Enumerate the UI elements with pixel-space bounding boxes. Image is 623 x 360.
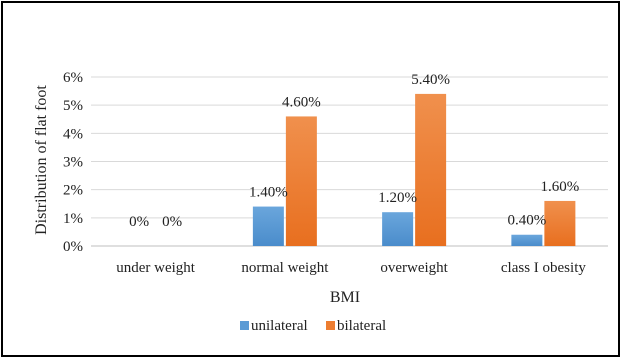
bar-bilateral-2 (415, 93, 447, 247)
x-category-label: normal weight (241, 260, 329, 276)
bar-unilateral-2 (382, 212, 414, 246)
y-axis-ticks: 0% 1% 2% 3% 4% 5% 6% (63, 70, 83, 255)
y-tick-label: 4% (63, 126, 83, 142)
bar-unilateral-3 (511, 234, 543, 246)
data-label: 1.60% (541, 179, 580, 195)
x-axis-title: BMI (330, 289, 360, 306)
legend-swatch-unilateral (240, 321, 249, 330)
y-tick-label: 2% (63, 183, 83, 199)
x-axis-categories: under weight normal weight overweight class… (116, 260, 586, 276)
data-label: 0% (162, 214, 182, 230)
y-tick-label: 3% (63, 155, 83, 171)
bar-bilateral-3 (544, 200, 576, 246)
legend-label-bilateral: bilateral (337, 318, 386, 334)
y-tick-label: 5% (63, 98, 83, 114)
data-label: 1.40% (249, 185, 288, 201)
data-label: 4.60% (282, 94, 321, 110)
x-category-label: overweight (380, 260, 448, 276)
x-category-label: class I obesity (501, 260, 586, 276)
legend-swatch-bilateral (326, 321, 335, 330)
data-label: 5.40% (411, 72, 450, 88)
data-label: 0% (129, 214, 149, 230)
data-label: 1.20% (378, 190, 417, 206)
bar-unilateral-1 (252, 206, 284, 246)
data-labels: 0% 0% 1.40% 4.60% 1.20% 5.40% 0.40% 1.60% (129, 72, 579, 230)
legend-label-unilateral: unilateral (251, 318, 308, 334)
legend: unilateral bilateral (240, 318, 386, 334)
y-tick-label: 6% (63, 70, 83, 86)
y-tick-label: 1% (63, 211, 83, 227)
bar-bilateral-1 (285, 116, 317, 246)
bars (252, 93, 576, 247)
data-label: 0.40% (508, 213, 547, 229)
x-category-label: under weight (116, 260, 196, 276)
y-tick-label: 0% (63, 239, 83, 255)
y-axis-title: Distribution of flat foot (33, 85, 50, 235)
